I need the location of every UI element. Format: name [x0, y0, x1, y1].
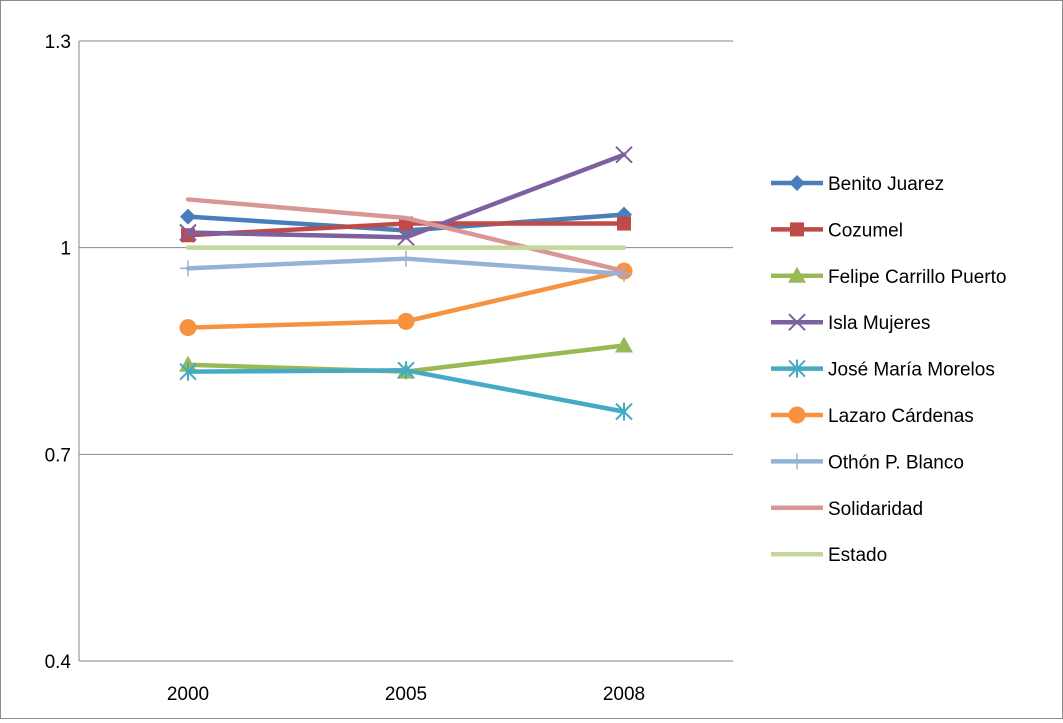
legend-marker-lazaro-cardenas	[788, 406, 806, 424]
legend: Benito Juarez Cozumel Felipe Carrillo Puer…	[771, 174, 1006, 566]
data-point-benito-juarez	[180, 208, 196, 225]
gridlines	[79, 40, 733, 662]
legend-label: Othón P. Blanco	[828, 452, 964, 473]
y-tick-label: 0.4	[45, 652, 72, 673]
legend-marker-jose-maria-morelos	[788, 359, 806, 378]
data-point-lazaro-cardenas	[397, 312, 415, 330]
x-tick-label: 2000	[167, 684, 209, 705]
data-point-lazaro-cardenas	[179, 319, 197, 337]
legend-label: Estado	[828, 545, 887, 566]
legend-marker-othon-p-blanco	[789, 453, 805, 470]
data-point-cozumel	[617, 216, 631, 231]
legend-label: Cozumel	[828, 220, 903, 241]
legend-marker-benito-juarez	[789, 175, 805, 191]
series-line-solidaridad	[185, 197, 627, 274]
legend-marker-felipe-carrillo-puerto	[788, 266, 806, 283]
legend-label: Benito Juarez	[828, 174, 944, 195]
x-tick-label: 2008	[603, 684, 645, 705]
legend-label: Isla Mujeres	[828, 313, 930, 334]
legend-marker-isla-mujeres	[788, 313, 806, 331]
data-point-othon-p-blanco	[398, 250, 414, 267]
x-tick-label: 2005	[385, 684, 427, 705]
legend-label: Felipe Carrillo Puerto	[828, 267, 1006, 288]
data-point-isla-mujeres	[615, 145, 633, 164]
data-point-jose-maria-morelos	[179, 362, 197, 381]
data-point-jose-maria-morelos	[615, 402, 633, 421]
axes: 0.4 0.7 1 1.3 2000 2005 2008	[45, 32, 733, 705]
y-tick-label: 1.3	[45, 32, 71, 53]
legend-label: José María Morelos	[828, 360, 995, 381]
series-group	[179, 145, 633, 421]
data-point-isla-mujeres	[179, 223, 197, 242]
y-tick-label: 0.7	[45, 445, 71, 466]
data-point-othon-p-blanco	[180, 260, 196, 277]
legend-marker-cozumel	[790, 222, 804, 237]
legend-label: Lazaro Cárdenas	[828, 406, 974, 427]
legend-label: Solidaridad	[828, 499, 923, 520]
data-point-othon-p-blanco	[616, 265, 632, 282]
data-point-jose-maria-morelos	[397, 361, 415, 380]
data-point-isla-mujeres	[397, 228, 415, 247]
y-tick-label: 1	[60, 239, 71, 260]
data-point-felipe-carrillo-puerto	[615, 336, 633, 353]
